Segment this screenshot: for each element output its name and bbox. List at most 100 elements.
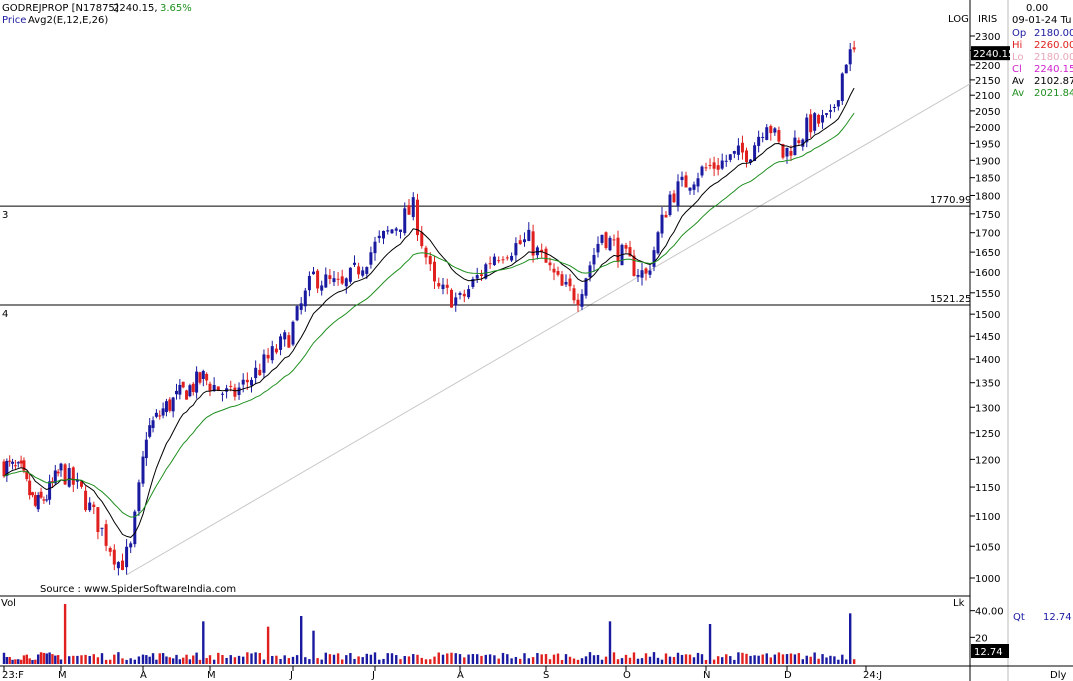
volume-bar: [31, 659, 34, 664]
candle-body: [584, 278, 588, 296]
scale-mode[interactable]: LOG: [948, 14, 969, 25]
volume-bar: [229, 655, 232, 664]
volume-bar: [805, 655, 808, 664]
candle-body: [299, 303, 303, 310]
candle-body: [365, 267, 369, 274]
indicator-label: Avg2(E,12,E,26): [28, 15, 108, 26]
volume-bar: [821, 654, 824, 664]
volume-bar: [536, 653, 539, 664]
candle-body: [403, 208, 407, 234]
candle-body: [291, 321, 295, 345]
y-tick-label: 1700: [975, 229, 1000, 240]
candle-body: [307, 275, 311, 291]
volume-bar: [604, 656, 608, 664]
volume-bar: [22, 655, 26, 664]
candle-body: [552, 268, 556, 273]
volume-bar: [72, 655, 75, 664]
volume-bar: [488, 654, 492, 664]
candle-body: [31, 492, 34, 496]
volume-bar: [773, 654, 777, 664]
x-tick-label: J: [289, 670, 293, 681]
x-tick-label: D: [784, 670, 792, 681]
volume-bar: [320, 659, 323, 664]
volume-bar: [463, 657, 466, 664]
volume-bar: [596, 654, 600, 664]
y-tick-label: 1150: [975, 483, 1000, 494]
candle-body: [560, 274, 564, 286]
candle-body: [836, 100, 840, 107]
y-tick-label: 1750: [975, 210, 1000, 221]
volume-bar: [801, 659, 804, 664]
candle-body: [632, 255, 636, 276]
candle-body: [377, 235, 381, 239]
candle-body: [45, 499, 49, 501]
candle-body: [357, 266, 361, 275]
volume-bar: [564, 654, 568, 664]
volume-bar: [51, 654, 54, 664]
volume-bar: [514, 657, 518, 664]
candle-body: [572, 288, 576, 301]
candle-body: [5, 460, 9, 477]
volume-bar: [624, 654, 628, 664]
candle-body: [19, 460, 23, 464]
candle-body: [458, 292, 462, 295]
volume-bar: [817, 658, 820, 664]
candle-body: [59, 463, 63, 471]
volume-bar: [324, 652, 327, 664]
x-tick-label: N: [703, 670, 710, 681]
y-tick-label: 1950: [975, 139, 1000, 150]
volume-bar: [676, 652, 680, 664]
volume-bar: [225, 657, 228, 664]
candle-body: [821, 115, 825, 123]
volume-bar: [793, 654, 797, 664]
candle-body: [580, 294, 584, 307]
volume-bar: [148, 656, 151, 664]
info-value: 2240.15: [1034, 64, 1073, 75]
candle-body: [344, 278, 348, 287]
volume-bar: [797, 653, 801, 664]
candle-body: [745, 150, 748, 163]
y-tick-label: 2150: [975, 76, 1000, 87]
candle-body: [332, 278, 336, 283]
volume-bar: [208, 655, 212, 664]
y-tick-label: 1600: [975, 268, 1000, 279]
candle-body: [185, 390, 189, 400]
trendline: [126, 83, 971, 576]
volume-bar: [300, 616, 303, 664]
candle-body: [832, 106, 836, 108]
candle-body: [809, 114, 813, 133]
candle-body: [390, 229, 394, 234]
x-tick-label: 24:J: [863, 670, 882, 681]
volume-bar: [5, 657, 9, 664]
candle-body: [394, 228, 398, 231]
volume-bar: [531, 657, 535, 664]
volume-bar: [56, 655, 60, 664]
candle-body: [680, 176, 684, 181]
volume-bar: [519, 658, 522, 664]
candle-body: [312, 271, 315, 275]
candle-body: [704, 167, 708, 169]
volume-bar: [712, 659, 716, 664]
volume-bar: [424, 659, 428, 664]
volume-bar: [680, 654, 684, 664]
candle-body: [258, 369, 262, 376]
candle-body: [801, 139, 805, 147]
volume-bar: [450, 652, 453, 664]
volume-bar: [696, 652, 700, 664]
candle-body: [71, 467, 75, 485]
candle-body: [369, 252, 373, 265]
candle-body: [229, 385, 233, 387]
volume-bar: [668, 656, 672, 664]
volume-bar: [328, 654, 332, 664]
volume-bar: [556, 653, 560, 664]
candle-body: [348, 267, 352, 282]
candle-body: [608, 237, 612, 251]
volume-bar: [781, 654, 785, 664]
candle-body: [848, 49, 852, 65]
candle-body: [266, 354, 270, 359]
candle-body: [852, 47, 856, 50]
volume-bar: [54, 655, 57, 664]
volume-bar: [497, 658, 500, 664]
volume-bar: [279, 658, 282, 664]
volume-bar: [145, 655, 148, 664]
